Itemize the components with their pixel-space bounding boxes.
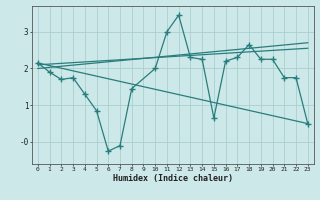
X-axis label: Humidex (Indice chaleur): Humidex (Indice chaleur) (113, 174, 233, 183)
